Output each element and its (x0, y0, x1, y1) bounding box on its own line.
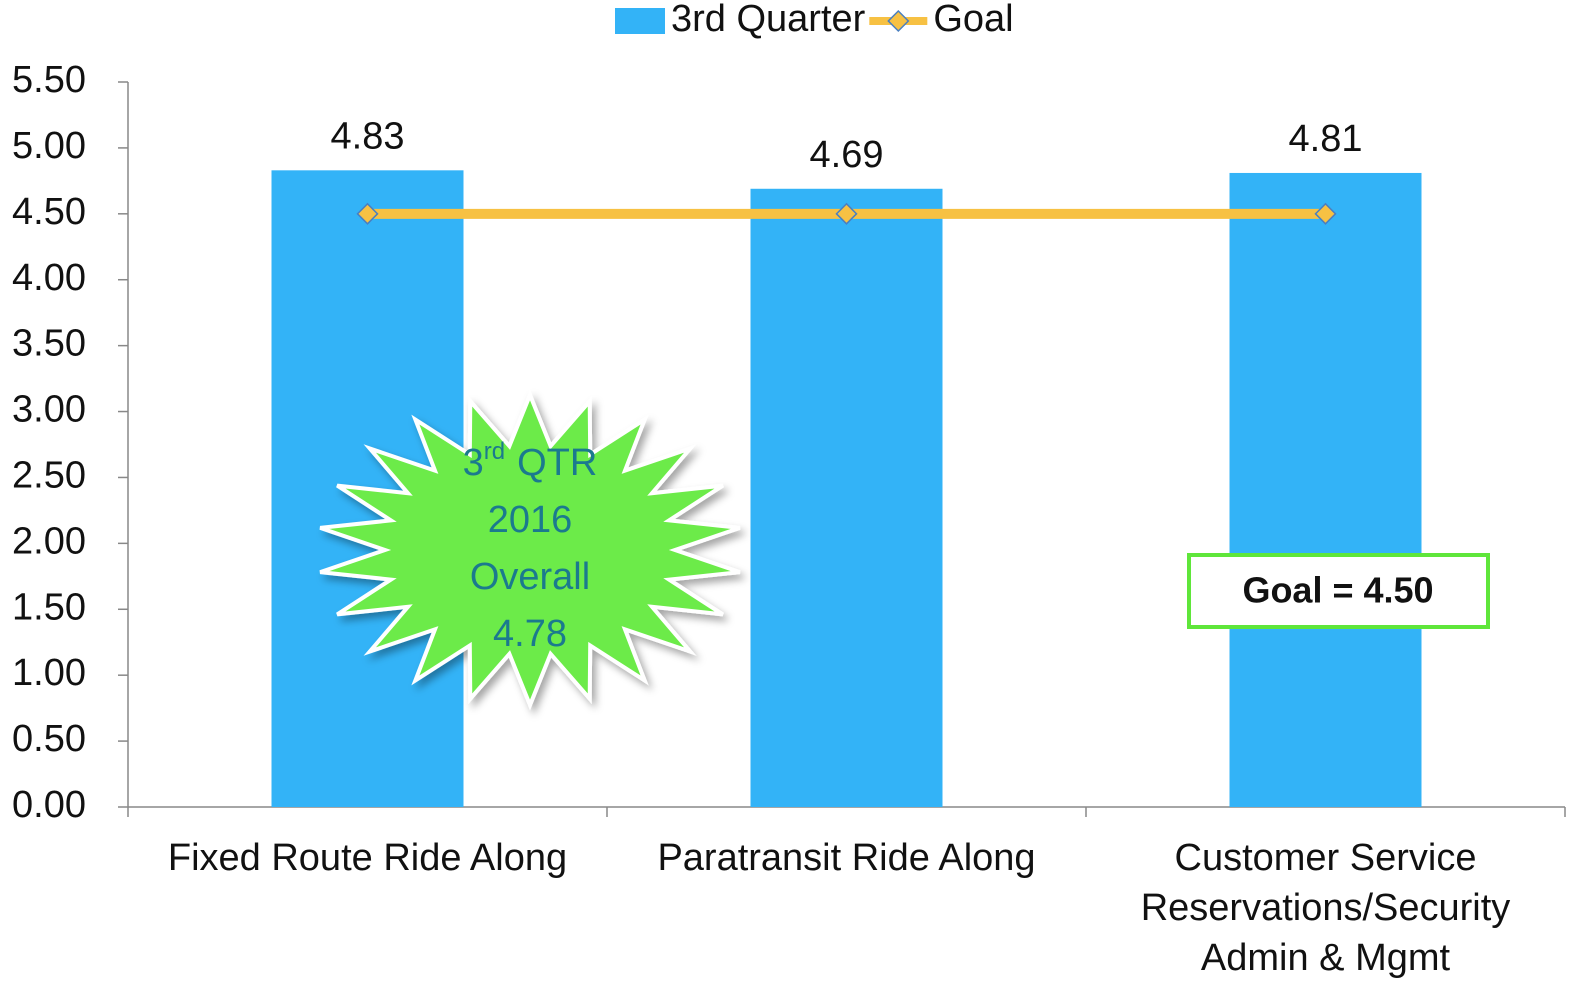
y-tick-label: 3.00 (12, 389, 86, 431)
x-tick-label: Paratransit Ride Along (657, 837, 1035, 879)
starburst-text: Overall (470, 556, 590, 598)
data-label: 4.69 (810, 134, 884, 176)
goal-box (1187, 553, 1490, 629)
starburst-text: 4.78 (493, 613, 567, 655)
goal-marker (835, 202, 858, 225)
data-label: 4.81 (1289, 118, 1363, 160)
starburst (319, 389, 741, 711)
x-tick-label: Customer Service Reservations/Security Adm… (1141, 837, 1511, 979)
legend-marker (887, 9, 910, 33)
goal-box-text: Goal = 4.50 (1242, 570, 1433, 611)
starburst-text: 2016 (488, 499, 573, 541)
y-tick-label: 2.50 (12, 454, 86, 496)
legend-label: Goal (933, 0, 1013, 40)
goal-marker (1314, 202, 1337, 225)
starburst-text-part: 3 (463, 442, 484, 484)
bar (1229, 172, 1422, 808)
y-tick-label: 5.50 (12, 59, 86, 101)
y-tick-label: 5.00 (12, 125, 86, 167)
y-tick-label: 1.50 (12, 586, 86, 628)
legend-swatch (615, 8, 665, 34)
y-tick-label: 2.00 (12, 520, 86, 562)
starburst-text-part: QTR (517, 442, 597, 484)
y-tick-label: 0.50 (12, 718, 86, 760)
x-tick-label: Fixed Route Ride Along (168, 837, 567, 879)
data-label: 4.83 (331, 115, 405, 157)
y-tick-label: 4.00 (12, 257, 86, 299)
y-tick-label: 4.50 (12, 191, 86, 233)
y-tick-label: 3.50 (12, 323, 86, 365)
starburst-text-part: rd (484, 438, 505, 465)
y-tick-label: 0.00 (12, 784, 86, 826)
starburst-text: 3rd QTR (463, 438, 598, 484)
bar (750, 188, 943, 808)
y-tick-label: 1.00 (12, 652, 86, 694)
goal-marker (356, 202, 379, 225)
legend-label: 3rd Quarter (671, 0, 866, 40)
